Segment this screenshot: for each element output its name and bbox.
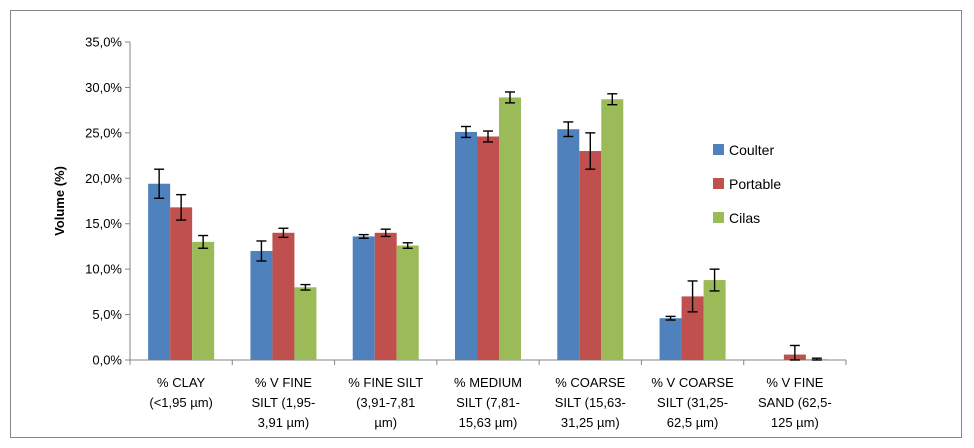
bar-coulter: [148, 183, 171, 360]
bar-coulter: [455, 131, 477, 360]
bar-cilas: [499, 97, 521, 361]
y-axis-label: Volume (%): [52, 166, 67, 236]
bar-coulter: [659, 318, 682, 360]
bar-cilas: [192, 241, 215, 360]
y-tick-label: 35,0%: [85, 35, 122, 50]
x-tick-label: % V FINE SILT (1,95-3,91 µm): [252, 375, 316, 430]
bar-cilas: [396, 245, 419, 360]
y-tick-label: 25,0%: [85, 125, 122, 140]
bar-cilas: [601, 99, 624, 361]
legend-label: Portable: [729, 176, 781, 192]
bar-portable: [681, 296, 704, 360]
x-axis-ticks: % CLAY (<1,95 µm) % V FINE SILT (1,95-3,91 …: [129, 360, 847, 430]
x-tick-label: % FINE SILT (3,91-7,81 µm): [348, 375, 423, 430]
y-tick-label: 15,0%: [85, 216, 122, 231]
y-axis-ticks: 0,0% 5,0% 10,0% 15,0% 20,0% 25,0% 30,0% 35,0%: [85, 35, 130, 368]
error-bars-group: [154, 91, 822, 361]
y-tick-label: 5,0%: [92, 307, 122, 322]
x-tick-label: % MEDIUM SILT (7,81-15,63 µm): [454, 375, 522, 430]
legend-swatch: [713, 178, 724, 189]
y-tick-label: 10,0%: [85, 262, 122, 277]
bar-portable: [272, 232, 295, 360]
y-tick-label: 30,0%: [85, 80, 122, 95]
bar-cilas: [294, 287, 317, 360]
x-tick-label: % COARSE SILT (15,63-31,25 µm): [555, 375, 626, 430]
bar-cilas: [703, 280, 726, 360]
bar-portable: [374, 232, 397, 360]
x-tick-label: % CLAY (<1,95 µm): [149, 375, 212, 410]
bar-portable: [579, 151, 602, 360]
legend-label: Cilas: [729, 210, 760, 226]
bar-portable: [170, 207, 193, 360]
bar-coulter: [352, 236, 375, 360]
legend-swatch: [713, 144, 724, 155]
bar-coulter: [250, 250, 273, 360]
legend: Coulter Portable Cilas: [713, 142, 781, 226]
x-tick-label: % V FINE SAND (62,5-125 µm): [758, 375, 832, 430]
bars-group: [148, 97, 828, 361]
bar-portable: [477, 136, 499, 360]
legend-swatch: [713, 212, 724, 223]
x-tick-label: % V COARSE SILT (31,25-62,5 µm): [651, 375, 734, 430]
y-tick-label: 20,0%: [85, 171, 122, 186]
y-tick-label: 0,0%: [92, 353, 122, 368]
legend-label: Coulter: [729, 142, 774, 158]
bar-coulter: [557, 129, 580, 360]
